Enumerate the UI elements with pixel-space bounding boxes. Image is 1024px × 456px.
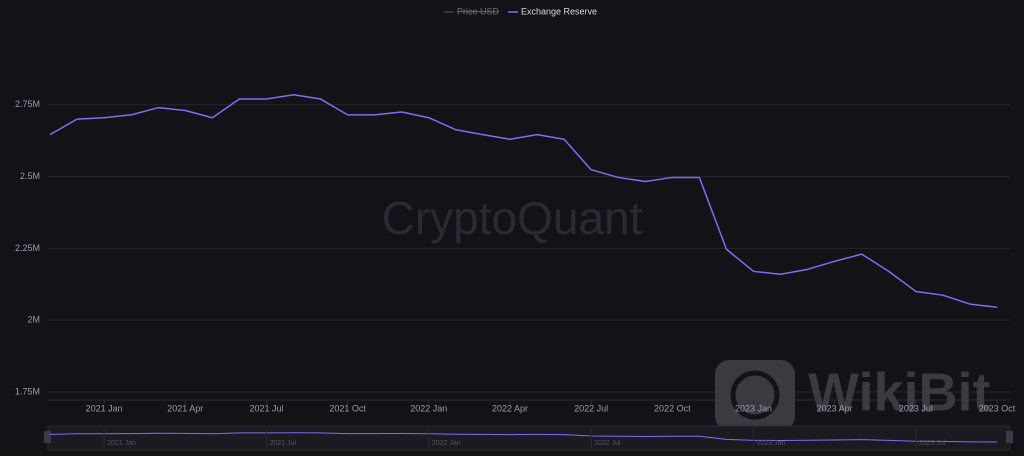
watermark: WikiBit [808,362,991,422]
x-tick-label: 2021 Jul [249,403,283,413]
x-tick-label: 2021 Jan [86,403,123,413]
navigator[interactable] [47,425,1011,451]
navigator-label: 2022 Jul [594,440,621,447]
x-tick-label: 2022 Jan [410,403,447,413]
x-tick-label: 2023 Oct [979,403,1016,413]
y-tick-label: 1.75M [15,386,40,396]
x-tick-label: 2022 Apr [492,403,528,413]
x-tick-label: 2021 Apr [167,403,203,413]
series-line [49,93,998,308]
navigator-label: 2021 Jul [269,440,296,447]
x-tick-label: 2023 Jul [899,403,933,413]
navigator-handle[interactable] [1006,431,1013,443]
legend-label[interactable]: Exchange Reserve [521,6,597,16]
navigator-label: 2023 Jul [919,440,946,447]
y-tick-label: 2M [27,315,40,325]
y-tick-label: 2.75M [15,99,40,109]
x-tick-label: 2022 Oct [654,403,691,413]
navigator-label: 2022 Jan [432,440,461,447]
navigator-handle[interactable] [44,431,51,443]
navigator-label: 2023 Jan [756,440,785,447]
x-tick-label: 2021 Oct [329,403,366,413]
navigator-line [49,432,998,443]
logo-icon [730,370,780,420]
y-tick-label: 2.5M [20,171,40,181]
legend-label[interactable]: Price USD [457,6,500,16]
logo-box [715,360,795,430]
x-tick-label: 2022 Jul [574,403,608,413]
y-tick-label: 2.25M [15,243,40,253]
watermark: CryptoQuant [382,192,643,244]
x-tick-label: 2023 Apr [817,403,853,413]
navigator-label: 2021 Jan [107,440,136,447]
x-tick-label: 2023 Jan [735,403,772,413]
